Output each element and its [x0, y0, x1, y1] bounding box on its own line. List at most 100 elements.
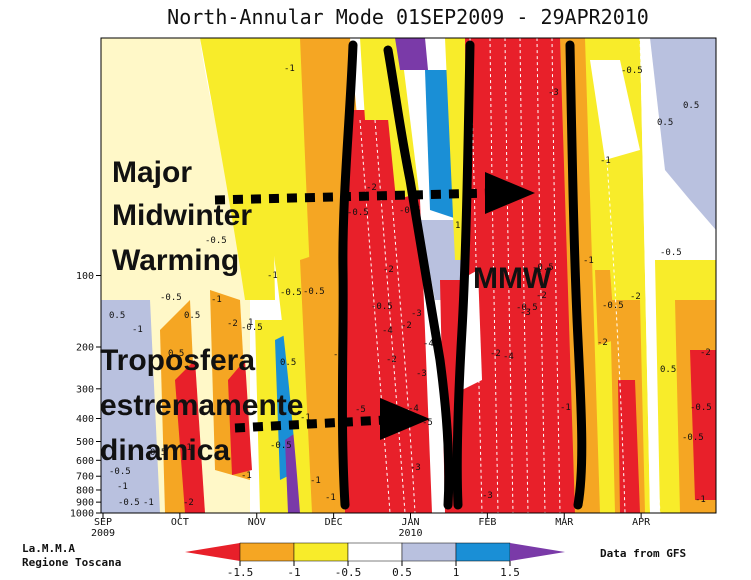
contour-label: -0.5	[160, 293, 182, 303]
x-tick-label: DEC	[325, 517, 343, 528]
contour-label: -2	[383, 265, 394, 275]
contour-lines	[359, 38, 661, 513]
contour-label: 0.5	[280, 358, 296, 368]
contour-label: 1	[455, 221, 460, 231]
contour-label: -4	[382, 326, 393, 336]
footer-data-source: Data from GFS	[600, 547, 686, 560]
y-tick-label: 800	[76, 485, 94, 496]
colorbar-label: 0.5	[392, 566, 412, 579]
x-tick-label: APR	[632, 517, 651, 528]
contour-label: -1	[132, 325, 143, 335]
contour-label: -4	[408, 404, 419, 414]
colorbar-label: -1.5	[227, 566, 254, 579]
colorbar-bin	[401, 542, 457, 562]
contour-label: -1	[211, 295, 222, 305]
x-tick-label: SEP	[94, 517, 112, 528]
footer-regione: Regione Toscana	[22, 556, 121, 569]
y-tick-label: 600	[76, 456, 94, 467]
contour-label: -1	[310, 476, 321, 486]
contour-label: 1	[248, 318, 253, 328]
arrow-tropo-head	[380, 398, 430, 440]
contour-label: -1	[241, 471, 252, 481]
contour-label: -1	[181, 443, 192, 453]
contour-label: -0.5	[660, 248, 682, 258]
contour-label: 0.5	[657, 118, 673, 128]
x-tick-label: MAR	[555, 517, 574, 528]
heatmap-field	[101, 38, 716, 513]
contour-label: 0.5	[168, 349, 184, 359]
y-tick-label: 900	[76, 498, 94, 509]
colorbar-label: 1.5	[500, 566, 520, 579]
contour-label: -0.5	[532, 263, 554, 273]
label-midwinter: Midwinter	[112, 199, 252, 232]
contour-label: -3	[411, 309, 422, 319]
contour-label: 0.5	[660, 365, 676, 375]
contour-label: -0.5	[399, 206, 421, 216]
y-tick-label: 1000	[70, 509, 94, 520]
contour-label: -2	[401, 321, 412, 331]
contour-label: -2	[700, 348, 711, 358]
contour-label: 0.5	[109, 311, 125, 321]
contour-label: -0.5	[690, 403, 712, 413]
arrow-mmw-shaft	[214, 188, 491, 205]
contour-label: -2	[630, 292, 641, 302]
colorbar-label: -0.5	[335, 566, 362, 579]
contour-label: -0.5	[682, 433, 704, 443]
x-tick-label: FEB	[478, 517, 496, 528]
colorbar-bin	[347, 542, 403, 562]
contour-label: -1	[583, 256, 594, 266]
contour-label: -2	[366, 183, 377, 193]
contour-label: -2	[386, 355, 397, 365]
y-tick-label: 100	[76, 271, 94, 282]
colorbar-label: 1	[453, 566, 460, 579]
contour-label: -1	[600, 156, 611, 166]
stroke-jan-right	[452, 40, 475, 510]
annotation-strokes	[337, 40, 587, 510]
contour-label: -1	[284, 64, 295, 74]
contour-label: -1	[325, 493, 336, 503]
colorbar-left-arrow	[185, 543, 240, 561]
contour-label: -3	[416, 369, 427, 379]
contour-label: -0.5	[516, 303, 538, 313]
label-major: Major	[112, 156, 192, 189]
colorbar: -1.5 -1 -0.5 0.5 1 1.5	[185, 542, 565, 579]
label-estremamente: estremamente	[100, 389, 303, 422]
y-tick-label: 200	[76, 342, 94, 353]
contour-label: -4	[503, 352, 514, 362]
contour-label: -3	[482, 491, 493, 501]
label-warming: Warming	[112, 244, 239, 277]
contour-label: -0.5	[621, 66, 643, 76]
colorbar-right-arrow	[510, 543, 565, 561]
stroke-jan-center	[383, 45, 454, 510]
label-dinamica: dinamica	[100, 434, 230, 467]
contour-label: 0.5	[683, 101, 699, 111]
x-year-label: 2010	[398, 528, 422, 539]
annotation-text: Major Midwinter Warming MMW Troposfera e…	[100, 156, 552, 467]
stroke-mar	[565, 40, 587, 510]
contour-label: -5	[422, 418, 433, 428]
contour-label: -2	[183, 498, 194, 508]
contour-label: -1	[267, 271, 278, 281]
x-year-label: 2009	[91, 528, 115, 539]
contour-label: 0.5	[150, 448, 166, 458]
x-tick-label: OCT	[171, 517, 189, 528]
y-tick-label: 300	[76, 384, 94, 395]
contour-label: 0.5	[184, 311, 200, 321]
contour-label: -3	[520, 308, 531, 318]
contour-label: -0.5	[347, 208, 369, 218]
contour-label: -5	[355, 405, 366, 415]
colorbar-bin	[293, 542, 349, 562]
chart-title: North-Annular Mode 01SEP2009 - 29APR2010	[167, 5, 649, 29]
label-troposfera: Troposfera	[100, 344, 255, 377]
contour-label: -2	[227, 319, 238, 329]
contour-label: -0.5	[118, 498, 140, 508]
contour-label: -1	[300, 413, 311, 423]
contour-label: -1	[695, 495, 706, 505]
contour-label: -0.5	[205, 236, 227, 246]
contour-label: -3	[410, 463, 421, 473]
arrow-mmw-head	[485, 172, 535, 214]
contour-label: -1	[117, 482, 128, 492]
contour-labels: -1 -0.5-0.50.5-2-0.51-3-0.50.5-1-0.50.5-1…	[109, 64, 712, 508]
arrows	[214, 172, 535, 440]
